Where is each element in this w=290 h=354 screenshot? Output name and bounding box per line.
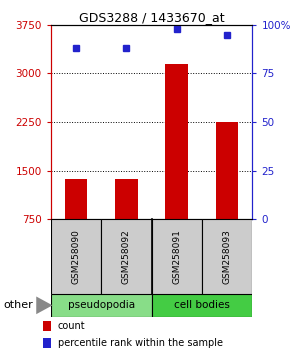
Bar [101,219,151,294]
Bar [202,219,252,294]
Text: GSM258090: GSM258090 [71,229,80,284]
Bar [151,294,252,317]
Bar [216,122,238,219]
Text: GSM258093: GSM258093 [223,229,232,284]
Bar [43,321,51,331]
Text: GSM258092: GSM258092 [122,229,131,284]
Text: count: count [58,321,86,331]
Bar [51,219,101,294]
Text: pseudopodia: pseudopodia [68,300,135,310]
Bar [43,338,51,348]
Bar [51,294,151,317]
Text: GSM258091: GSM258091 [172,229,181,284]
Text: percentile rank within the sample: percentile rank within the sample [58,338,223,348]
Bar [115,179,138,219]
Bar [151,219,202,294]
Title: GDS3288 / 1433670_at: GDS3288 / 1433670_at [79,11,224,24]
Text: cell bodies: cell bodies [174,300,230,310]
Bar [165,64,188,219]
Text: other: other [3,300,33,310]
Bar [65,179,87,219]
